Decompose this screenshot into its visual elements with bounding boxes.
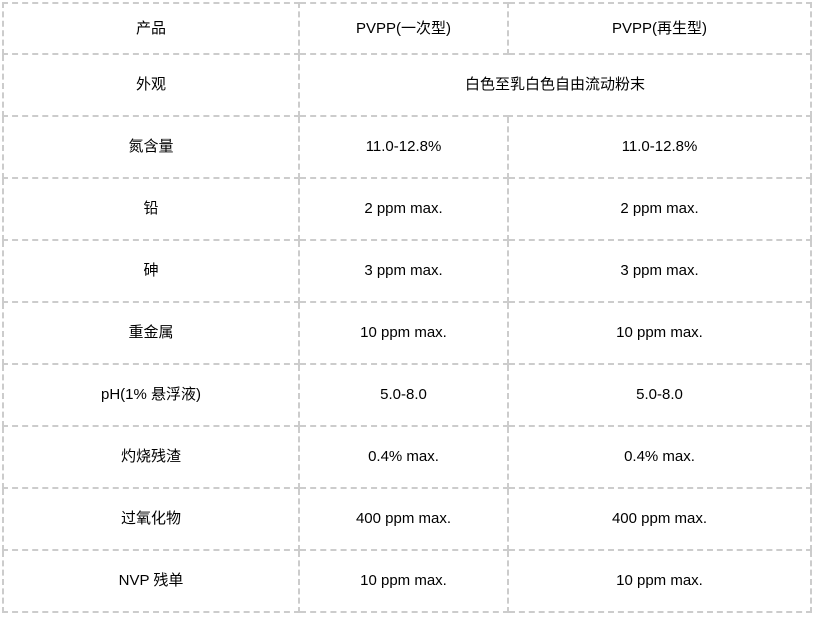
spec-value-cell: 2 ppm max. — [298, 177, 509, 241]
spec-name-cell: 外观 — [2, 53, 300, 117]
spec-value-cell: 3 ppm max. — [507, 239, 812, 303]
spec-value-cell: 400 ppm max. — [298, 487, 509, 551]
spec-value-cell: 10 ppm max. — [298, 301, 509, 365]
spec-value-cell: 400 ppm max. — [507, 487, 812, 551]
spec-value-cell: 2 ppm max. — [507, 177, 812, 241]
table-row: 重金属 10 ppm max. 10 ppm max. — [2, 301, 812, 365]
table-row: 铅 2 ppm max. 2 ppm max. — [2, 177, 812, 241]
spec-value-cell: 0.4% max. — [507, 425, 812, 489]
spec-value-cell: 10 ppm max. — [298, 549, 509, 613]
appearance-row: 外观 白色至乳白色自由流动粉末 — [2, 53, 812, 117]
spec-name-cell: 过氧化物 — [2, 487, 300, 551]
spec-value-cell: 0.4% max. — [298, 425, 509, 489]
spec-value-cell: 11.0-12.8% — [298, 115, 509, 179]
spec-name-cell: 重金属 — [2, 301, 300, 365]
product-header-cell: 产品 — [2, 2, 300, 55]
spec-name-cell: 灼烧残渣 — [2, 425, 300, 489]
table-row: pH(1% 悬浮液) 5.0-8.0 5.0-8.0 — [2, 363, 812, 427]
spec-value-cell: 11.0-12.8% — [507, 115, 812, 179]
table-row: 灼烧残渣 0.4% max. 0.4% max. — [2, 425, 812, 489]
table-row: 砷 3 ppm max. 3 ppm max. — [2, 239, 812, 303]
spec-name-cell: 氮含量 — [2, 115, 300, 179]
appearance-value-cell: 白色至乳白色自由流动粉末 — [298, 53, 812, 117]
spec-name-cell: pH(1% 悬浮液) — [2, 363, 300, 427]
table-row: NVP 残单 10 ppm max. 10 ppm max. — [2, 549, 812, 613]
spec-value-cell: 5.0-8.0 — [507, 363, 812, 427]
spec-value-cell: 3 ppm max. — [298, 239, 509, 303]
pvpp-regenerated-header-cell: PVPP(再生型) — [507, 2, 812, 55]
table-row: 氮含量 11.0-12.8% 11.0-12.8% — [2, 115, 812, 179]
spec-name-cell: 砷 — [2, 239, 300, 303]
spec-value-cell: 10 ppm max. — [507, 301, 812, 365]
spec-name-cell: NVP 残单 — [2, 549, 300, 613]
table-row: 过氧化物 400 ppm max. 400 ppm max. — [2, 487, 812, 551]
pvpp-disposable-header-cell: PVPP(一次型) — [298, 2, 509, 55]
spec-value-cell: 10 ppm max. — [507, 549, 812, 613]
spec-value-cell: 5.0-8.0 — [298, 363, 509, 427]
table-header-row: 产品 PVPP(一次型) PVPP(再生型) — [2, 2, 812, 55]
spec-name-cell: 铅 — [2, 177, 300, 241]
